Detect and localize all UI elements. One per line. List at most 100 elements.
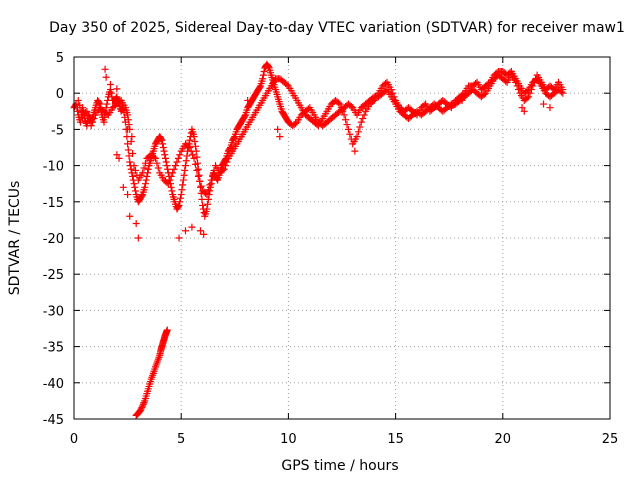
data-point-interp [343, 121, 351, 129]
data-point [141, 183, 149, 191]
data-point [128, 133, 136, 141]
data-point-interp [140, 164, 148, 172]
data-point-interp [204, 200, 212, 208]
data-point-interp [223, 158, 231, 166]
data-point-interp [191, 137, 199, 145]
data-point-interp [179, 181, 187, 189]
data-point-interp [354, 128, 362, 136]
data-point [106, 81, 114, 89]
data-point-interp [81, 109, 89, 117]
data-point-interp [206, 187, 214, 195]
data-point-interp [241, 112, 249, 120]
data-point [559, 89, 567, 97]
data-point-interp [356, 123, 364, 131]
data-point [540, 100, 548, 108]
data-point-interp [125, 152, 133, 160]
data-point-interp [184, 142, 192, 150]
data-point-interp [206, 181, 214, 189]
data-point-interp [131, 183, 139, 191]
data-point-interp [259, 71, 267, 79]
data-point-interp [346, 130, 354, 138]
data-point-interp [523, 87, 531, 95]
data-point-interp [163, 162, 171, 170]
data-point-interp [84, 112, 92, 120]
data-point-interp [180, 171, 188, 179]
data-point [244, 96, 252, 104]
data-point-interp [334, 99, 342, 107]
data-point-interp [187, 147, 195, 155]
data-point [124, 140, 132, 148]
data-point [173, 158, 181, 166]
data-point-interp [131, 166, 139, 174]
data-point-interp [141, 159, 149, 167]
data-point-interp [360, 111, 368, 119]
data-point [353, 133, 361, 141]
data-point-interp [174, 154, 182, 162]
data-point [139, 169, 147, 177]
y-tick-label: -10 [43, 160, 64, 175]
data-point-interp [189, 151, 197, 159]
data-point [128, 169, 136, 177]
data-point-interp [523, 94, 531, 102]
data-point [274, 125, 282, 133]
data-point-interp [129, 150, 137, 158]
data-point-interp [480, 90, 488, 98]
data-point-interp [90, 115, 98, 123]
data-point-interp [161, 151, 169, 159]
data-point-interp [129, 172, 137, 180]
data-point-interp [125, 121, 133, 129]
data-point [132, 220, 140, 228]
data-point [520, 107, 528, 115]
data-point [164, 180, 172, 188]
data-point-interp [182, 157, 190, 165]
data-point [158, 136, 166, 144]
data-point-interp [337, 104, 345, 112]
data-point [200, 230, 208, 238]
x-tick-label: 0 [70, 432, 78, 447]
data-point-interp [168, 187, 176, 195]
y-tick-label: -25 [43, 268, 64, 283]
data-point [169, 169, 177, 177]
data-point [194, 165, 202, 173]
data-point-interp [131, 187, 139, 195]
data-point-interp [339, 107, 347, 115]
data-point [115, 96, 123, 104]
data-point [119, 183, 127, 191]
data-point-interp [183, 152, 191, 160]
data-point-interp [264, 63, 272, 71]
data-point-interp [195, 171, 203, 179]
data-point-interp [171, 162, 179, 170]
data-point [259, 75, 267, 83]
x-tick-label: 5 [177, 432, 185, 447]
data-point [139, 402, 147, 410]
data-point-interp [138, 403, 146, 411]
data-point-interp [140, 399, 148, 407]
data-point [357, 118, 365, 126]
data-point-interp [196, 177, 204, 185]
data-point-interp [292, 119, 300, 127]
y-tick-label: 5 [56, 51, 64, 66]
data-point-interp [166, 176, 174, 184]
data-point [113, 151, 121, 159]
data-point-interp [193, 166, 201, 174]
x-axis-label: GPS time / hours [281, 458, 398, 474]
data-point [179, 176, 187, 184]
data-point-interp [219, 166, 227, 174]
data-point-interp [159, 144, 167, 151]
data-point-interp [124, 116, 132, 124]
data-point [160, 147, 168, 155]
data-point [181, 227, 189, 235]
data-point [102, 73, 110, 81]
data-point [186, 136, 194, 144]
data-point-interp [127, 165, 135, 173]
data-point [76, 118, 84, 126]
data-point-interp [485, 80, 493, 88]
data-point [130, 162, 138, 170]
data-point-interp [213, 175, 221, 183]
data-points [70, 60, 567, 419]
y-tick-label: -15 [43, 196, 64, 211]
data-point-interp [283, 81, 291, 89]
data-point-interp [181, 166, 189, 174]
data-point [194, 172, 202, 180]
